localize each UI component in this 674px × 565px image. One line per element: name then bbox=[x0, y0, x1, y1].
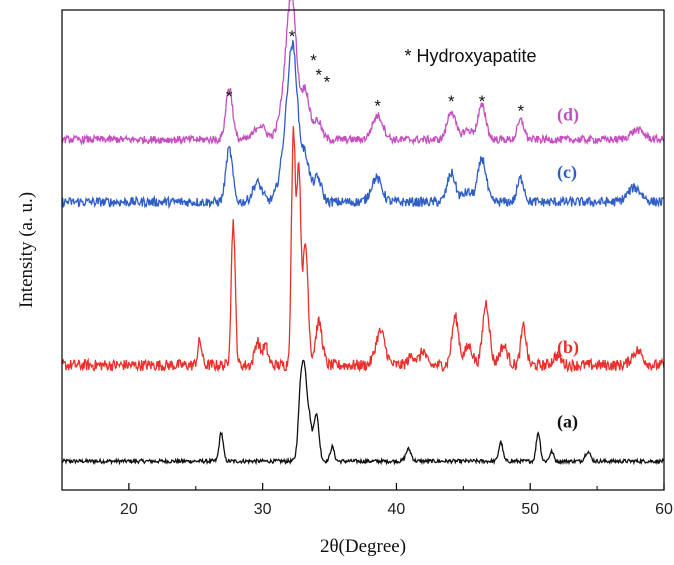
plot-frame bbox=[61, 9, 665, 491]
peak-marker-star: * bbox=[289, 27, 296, 46]
series-line-2 bbox=[61, 126, 665, 374]
curve-label-2: (b) bbox=[557, 337, 579, 358]
y-axis-label: Intensity (a. u.) bbox=[16, 192, 37, 308]
peak-marker-star: * bbox=[310, 51, 317, 70]
legend-hydroxyapatite: * Hydroxyapatite bbox=[404, 46, 536, 66]
x-axis-label: 2θ(Degree) bbox=[320, 536, 406, 557]
peak-marker-star: * bbox=[316, 65, 323, 84]
peak-marker-star: * bbox=[324, 73, 331, 92]
series-line-3 bbox=[61, 40, 665, 210]
x-tick-label: 40 bbox=[388, 501, 406, 518]
curve-labels: (a) (b) (c) (d) bbox=[557, 104, 579, 432]
peak-marker-star: * bbox=[448, 92, 455, 111]
x-tick-label: 60 bbox=[655, 501, 673, 518]
peak-markers: **** ** * ** bbox=[226, 27, 525, 120]
x-axis-ticks: 20 30 40 50 60 bbox=[61, 483, 673, 518]
peak-marker-star: * bbox=[518, 101, 525, 120]
curve-label-1: (a) bbox=[557, 412, 578, 433]
x-tick-label: 50 bbox=[521, 501, 539, 518]
series-line-4 bbox=[61, 0, 665, 146]
curve-label-4: (d) bbox=[557, 104, 579, 125]
x-tick-label: 20 bbox=[120, 501, 138, 518]
peak-marker-star: * bbox=[374, 97, 381, 116]
series-line-1 bbox=[61, 359, 665, 466]
curve-label-3: (c) bbox=[557, 162, 577, 183]
peak-marker-star: * bbox=[479, 92, 486, 111]
plot-area bbox=[61, 0, 665, 466]
x-tick-label: 30 bbox=[254, 501, 272, 518]
peak-marker-star: * bbox=[226, 87, 233, 106]
